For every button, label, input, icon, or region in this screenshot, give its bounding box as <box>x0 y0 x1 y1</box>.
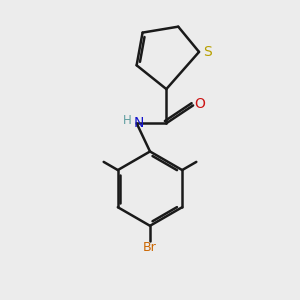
Text: Br: Br <box>143 241 157 254</box>
Text: O: O <box>194 97 205 111</box>
Text: N: N <box>134 116 144 130</box>
Text: H: H <box>123 114 132 128</box>
Text: S: S <box>203 45 212 59</box>
